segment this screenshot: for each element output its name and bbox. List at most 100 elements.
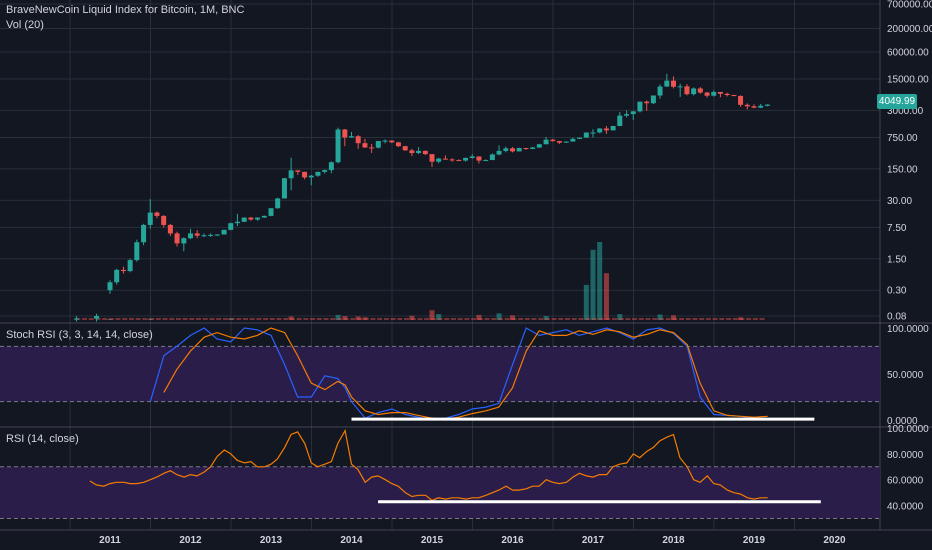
candle-body	[617, 115, 623, 127]
candle	[704, 91, 710, 98]
candle-body	[503, 148, 509, 151]
candle-body	[664, 80, 670, 87]
volume-bar-small	[685, 318, 691, 320]
candle-body	[684, 86, 690, 95]
volume-bar-small	[638, 318, 644, 320]
volume-bar-small	[289, 318, 295, 320]
volume-bar-small	[739, 318, 745, 320]
candle	[288, 157, 294, 191]
volume-bar-small	[149, 318, 155, 320]
candle	[758, 103, 764, 109]
candle-body	[469, 156, 475, 158]
candle-body	[510, 148, 515, 152]
candle	[302, 171, 308, 180]
candle	[516, 147, 522, 152]
candle-body	[288, 170, 294, 179]
volume-bar-small	[484, 318, 490, 320]
volume-bar	[107, 319, 113, 320]
candle	[94, 313, 100, 322]
candle-body	[335, 129, 341, 163]
volume-bar-small	[357, 318, 363, 320]
volume-bar-small	[128, 318, 134, 320]
volume-bar-small	[477, 318, 483, 320]
candle-body	[389, 140, 395, 143]
candle	[382, 139, 388, 144]
volume-bar	[543, 316, 549, 320]
candle-body	[429, 154, 435, 162]
candle	[248, 216, 254, 221]
volume-bar	[342, 316, 348, 320]
price-tick-label: 60000.00	[887, 47, 929, 58]
volume-bar-small	[611, 318, 617, 320]
volume-bar-small	[115, 318, 121, 320]
indicator-bands	[0, 345, 880, 520]
volume-bar-small	[752, 318, 758, 320]
candle-body	[214, 234, 220, 236]
volume-bar-small	[518, 318, 524, 320]
volume-bar-small	[330, 318, 336, 320]
price-tick-label: 0.30	[887, 286, 907, 297]
x-tick-label: 2019	[743, 535, 766, 546]
candle	[617, 112, 623, 127]
volume-bar	[510, 315, 515, 320]
stoch-rsi-lines	[149, 327, 768, 421]
volume-bar-small	[283, 318, 289, 320]
candle-body	[308, 175, 314, 178]
x-tick-label: 2016	[501, 535, 524, 546]
volume-bar-small	[222, 318, 228, 320]
candle-body	[268, 208, 274, 216]
volume-bar-small	[310, 318, 316, 320]
price-tick-label: 750.00	[887, 133, 918, 144]
candle-body	[161, 215, 167, 225]
candle-body	[221, 229, 227, 235]
candle-body	[322, 170, 328, 172]
candle	[147, 199, 153, 229]
volume-bar-small	[578, 318, 584, 320]
candle-body	[355, 136, 361, 144]
candle	[161, 215, 167, 228]
volume-bar-small	[82, 318, 88, 320]
candle-body	[543, 139, 549, 145]
candle	[349, 131, 354, 138]
volume-bar-small	[625, 318, 631, 320]
volume-bar	[738, 317, 744, 320]
candle-body	[516, 148, 522, 152]
candle	[436, 157, 442, 164]
volume-bar-small	[404, 318, 410, 320]
volume-bar	[409, 315, 415, 320]
candle-body	[127, 260, 133, 272]
candle	[624, 110, 630, 118]
candle-body	[489, 154, 495, 161]
candle	[261, 215, 267, 218]
candle-body	[677, 86, 683, 88]
candle-body	[637, 101, 643, 112]
volume-bar-small	[504, 318, 510, 320]
volume-bar-small	[350, 318, 356, 320]
candle-body	[630, 111, 636, 115]
candle-body	[94, 316, 100, 319]
stoch-tick-label: 100.0000	[887, 324, 929, 335]
candle-body	[597, 128, 603, 133]
candle	[510, 147, 515, 153]
candle	[731, 94, 737, 97]
candle-body	[281, 178, 287, 199]
x-tick-label: 2018	[662, 535, 685, 546]
candle	[603, 126, 609, 134]
volume-bar-small	[571, 318, 577, 320]
candle-body	[550, 139, 556, 142]
candle	[221, 229, 227, 235]
candle-body	[147, 212, 153, 225]
candle	[275, 197, 281, 209]
candle	[530, 146, 536, 150]
candle-body	[556, 141, 562, 143]
volume-bar-small	[269, 318, 275, 320]
candle-body	[194, 233, 200, 236]
candle-body	[603, 128, 609, 131]
candle-body	[590, 132, 596, 134]
candle-body	[120, 269, 126, 272]
volume-bar-small	[175, 318, 181, 320]
candle	[469, 154, 475, 159]
candle-body	[751, 106, 757, 108]
price-tick-label: 3000.00	[887, 106, 924, 117]
volume-bar-small	[558, 318, 564, 320]
